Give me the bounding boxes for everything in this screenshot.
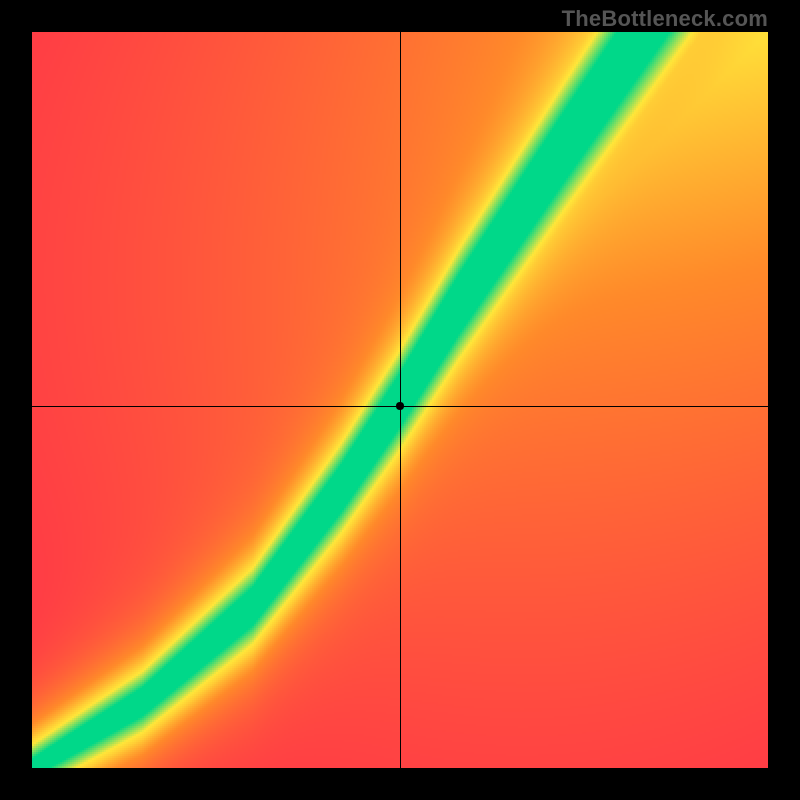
- heatmap-panel: [32, 32, 768, 768]
- watermark-text: TheBottleneck.com: [562, 6, 768, 32]
- crosshair-overlay: [32, 32, 768, 768]
- chart-container: TheBottleneck.com: [0, 0, 800, 800]
